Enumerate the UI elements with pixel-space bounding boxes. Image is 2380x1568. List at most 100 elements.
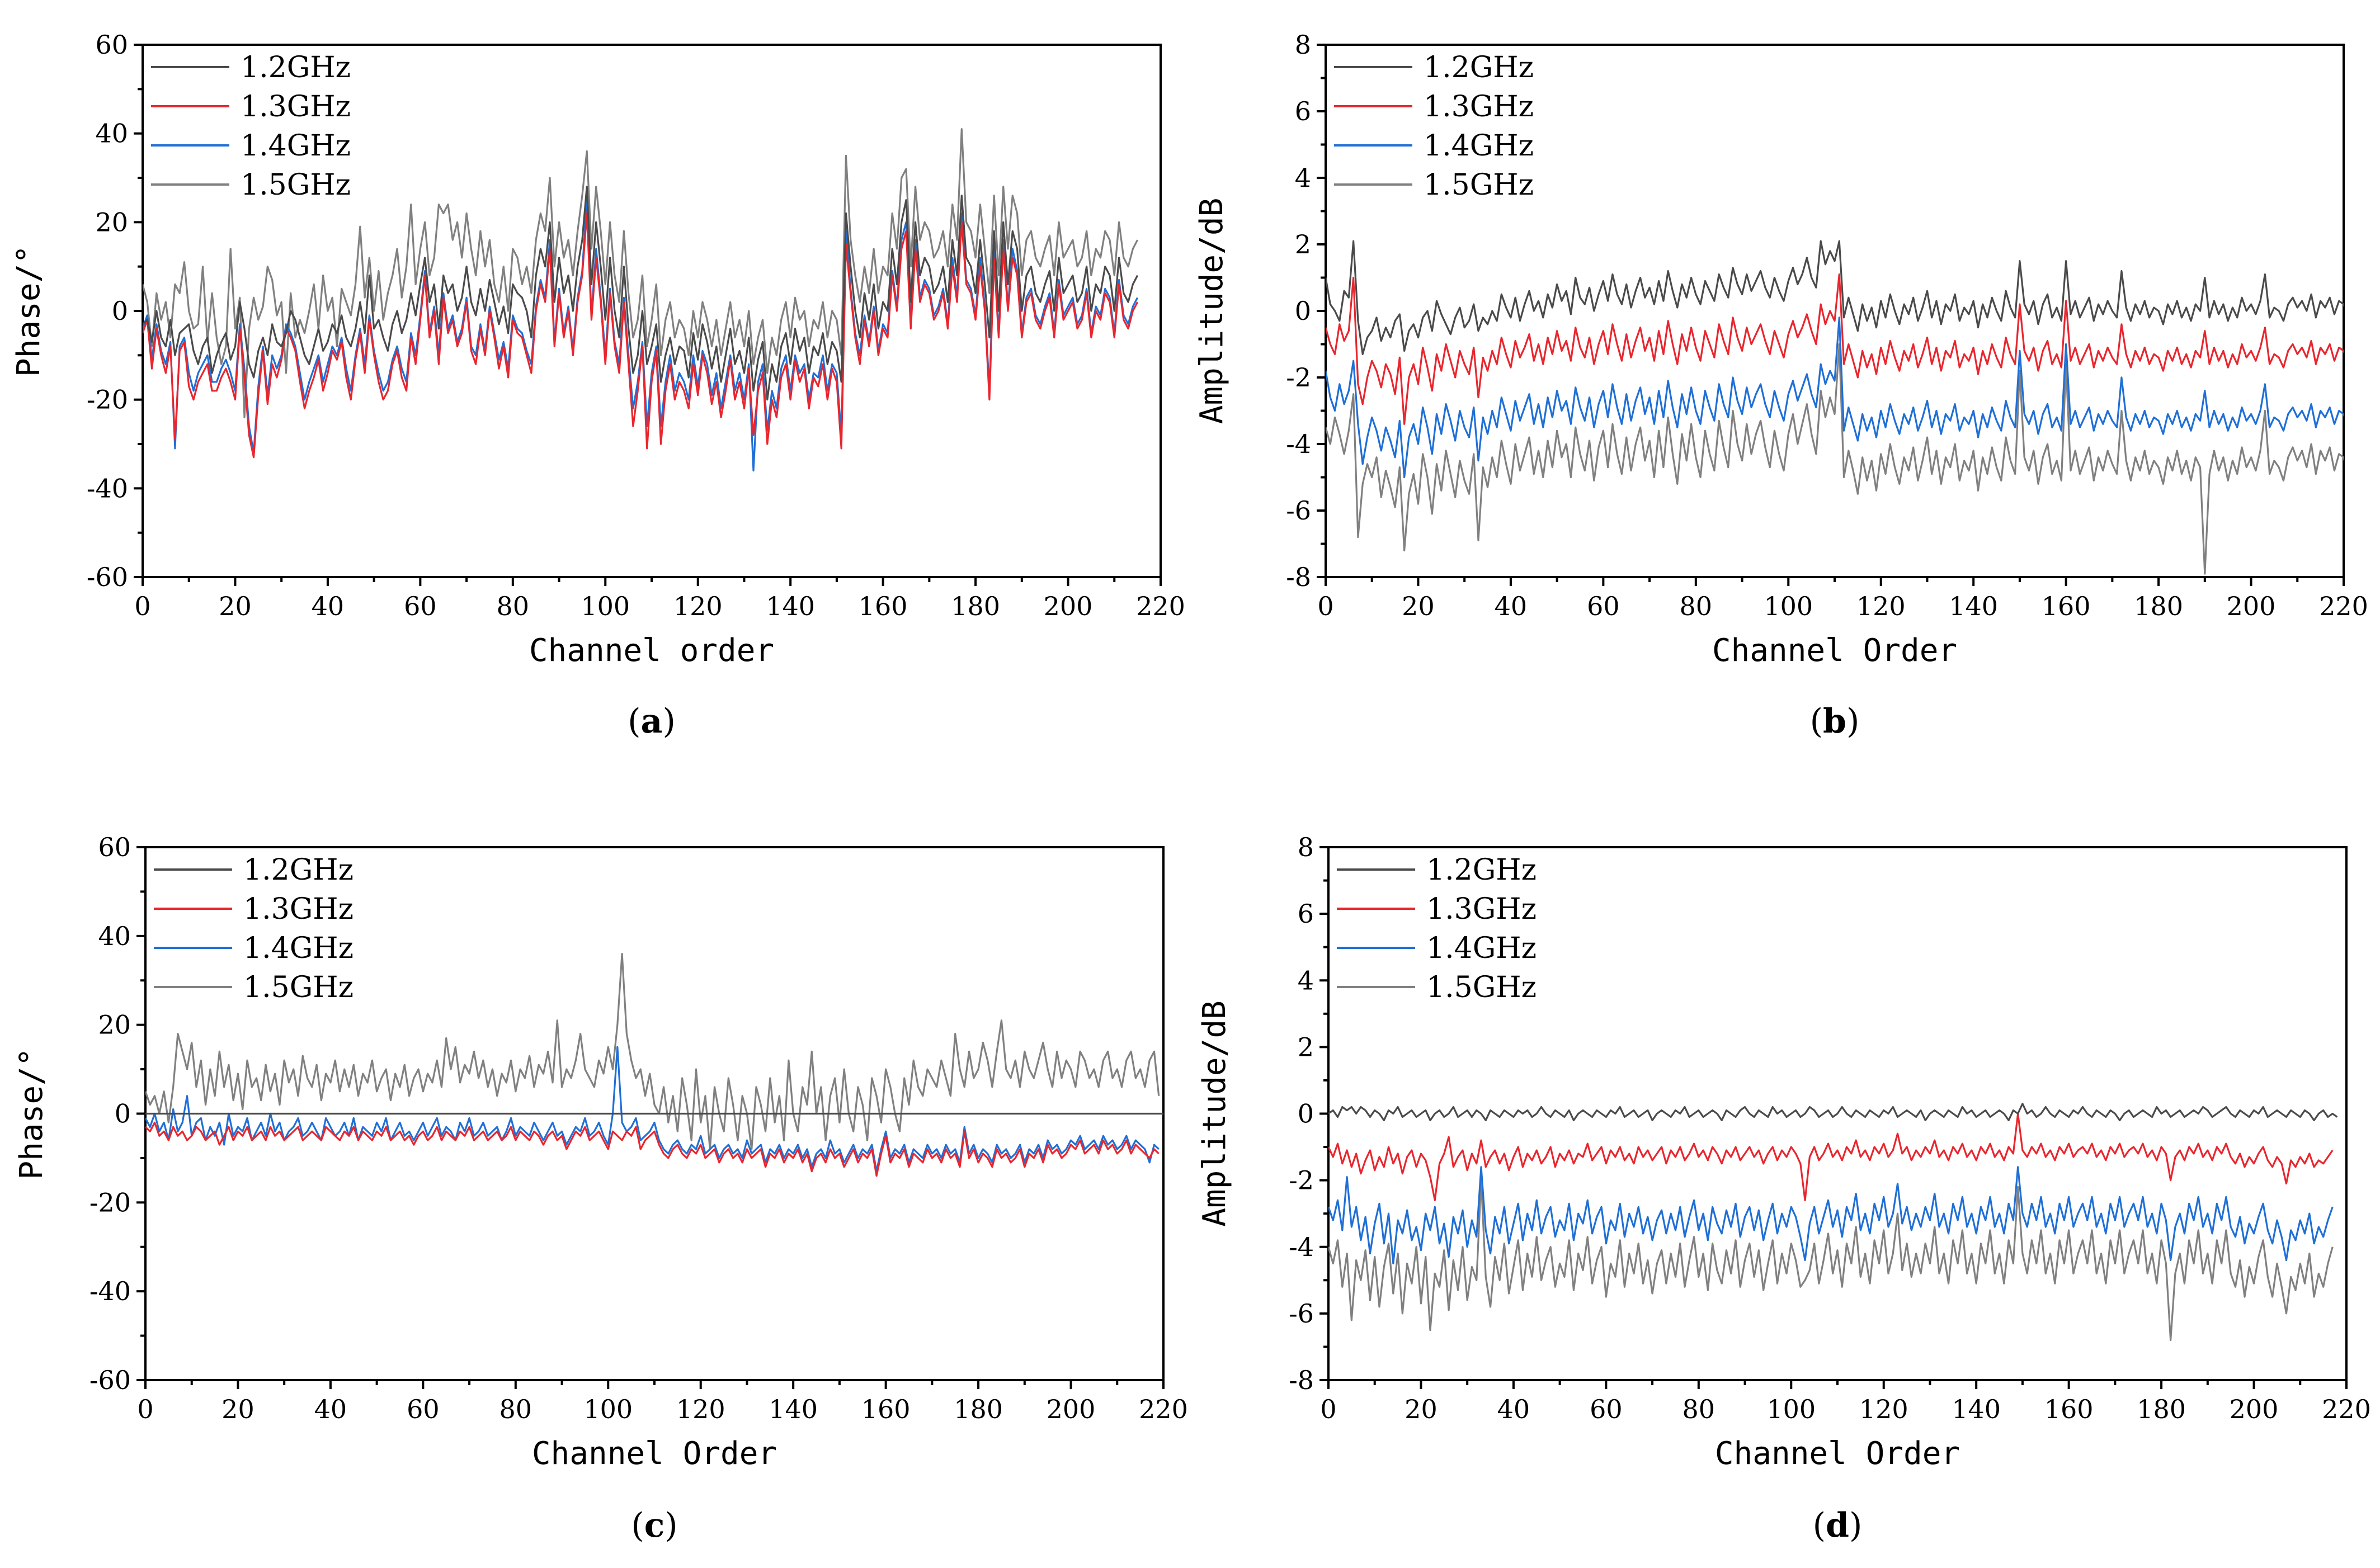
x-tick-label: 20 — [1405, 1394, 1438, 1424]
x-tick-label: 80 — [499, 1394, 532, 1424]
x-axis-title: Channel order — [529, 632, 774, 669]
x-tick-label: 0 — [134, 591, 150, 621]
series-line-1-5GHz — [145, 952, 1160, 1150]
x-tick-label: 20 — [219, 591, 252, 621]
series-group — [1328, 1103, 2338, 1342]
y-tick-label: 2 — [1295, 229, 1311, 259]
legend-label: 1.2GHz — [1424, 51, 1534, 84]
x-tick-label: 100 — [583, 1394, 633, 1424]
x-tick-label: 160 — [2044, 1394, 2094, 1424]
legend-label: 1.2GHz — [243, 853, 354, 887]
x-tick-label: 180 — [2134, 591, 2183, 621]
legend-label: 1.2GHz — [241, 51, 351, 84]
legend-label: 1.4GHz — [243, 932, 354, 965]
panel-caption: (a) — [628, 702, 676, 741]
x-tick-label: 100 — [1766, 1394, 1816, 1424]
series-line-1-2GHz — [1326, 240, 2344, 355]
x-tick-label: 120 — [676, 1394, 725, 1424]
y-tick-label: -40 — [87, 473, 128, 503]
y-tick-label: 0 — [115, 1099, 131, 1129]
x-tick-label: 40 — [314, 1394, 347, 1424]
legend-label: 1.2GHz — [1426, 853, 1537, 887]
x-tick-label: 180 — [2137, 1394, 2186, 1424]
y-tick-label: 0 — [1295, 296, 1311, 326]
series-line-1-5GHz — [1328, 1179, 2334, 1342]
y-tick-label: 8 — [1295, 30, 1311, 60]
x-axis-title: Channel Order — [532, 1435, 777, 1472]
x-tick-label: 140 — [1952, 1394, 2001, 1424]
y-tick-label: 40 — [95, 119, 128, 149]
series-line-1-3GHz — [1326, 273, 2344, 425]
panel-caption: (d) — [1813, 1506, 1863, 1545]
x-tick-label: 140 — [1949, 591, 1998, 621]
y-tick-label: -6 — [1289, 1298, 1314, 1329]
legend-label: 1.3GHz — [241, 90, 351, 124]
x-tick-label: 40 — [1495, 591, 1528, 621]
y-axis-title: Phase/° — [11, 245, 47, 377]
legend-label: 1.3GHz — [243, 892, 354, 926]
x-tick-label: 200 — [2227, 591, 2276, 621]
x-tick-label: 60 — [404, 591, 437, 621]
x-tick-label: 60 — [1590, 1394, 1623, 1424]
y-tick-label: -6 — [1286, 495, 1311, 526]
x-tick-label: 160 — [2042, 591, 2091, 621]
x-tick-label: 140 — [766, 591, 815, 621]
legend-label: 1.5GHz — [1426, 971, 1537, 1004]
x-axis-title: Channel Order — [1715, 1435, 1960, 1472]
y-tick-label: 8 — [1298, 832, 1314, 862]
chart-panel-c: 0 20 40 60 80 100 120 140 160 180 200 220 -60 -40 -20 0… — [13, 832, 1188, 1545]
x-tick-label: 220 — [1136, 591, 1185, 621]
series-line-1-4GHz — [1326, 317, 2344, 479]
y-tick-label: -8 — [1286, 562, 1311, 592]
x-tick-label: 120 — [1856, 591, 1906, 621]
legend-label: 1.5GHz — [241, 168, 351, 202]
series-line-1-3GHz — [143, 212, 1139, 459]
x-tick-label: 0 — [137, 1394, 153, 1424]
x-tick-label: 160 — [859, 591, 908, 621]
y-tick-label: -20 — [89, 1187, 131, 1217]
x-tick-label: 200 — [1044, 591, 1093, 621]
y-tick-label: -8 — [1289, 1365, 1314, 1395]
y-tick-label: -60 — [89, 1365, 131, 1395]
series-line-1-2GHz — [1328, 1103, 2338, 1122]
x-tick-label: 140 — [769, 1394, 818, 1424]
chart-panel-a: 0 20 40 60 80 100 120 140 160 180 200 220 -60 -40 -20 0… — [11, 30, 1185, 741]
y-tick-label: -4 — [1286, 429, 1311, 459]
y-tick-label: 2 — [1298, 1032, 1314, 1062]
legend-label: 1.4GHz — [241, 129, 351, 163]
y-tick-label: 6 — [1295, 96, 1311, 126]
legend-label: 1.4GHz — [1424, 129, 1534, 163]
panel-caption: (b) — [1810, 702, 1860, 741]
x-tick-label: 100 — [1764, 591, 1813, 621]
panel-caption: (c) — [631, 1506, 677, 1545]
x-tick-label: 0 — [1317, 591, 1333, 621]
x-tick-label: 200 — [1047, 1394, 1096, 1424]
series-line-1-2GHz — [143, 186, 1139, 401]
series-line-1-4GHz — [145, 1046, 1160, 1173]
legend-label: 1.3GHz — [1424, 90, 1534, 124]
x-axis-title: Channel Order — [1712, 632, 1957, 669]
series-line-1-4GHz — [1328, 1166, 2334, 1265]
y-tick-label: -2 — [1289, 1165, 1314, 1196]
y-tick-label: -4 — [1289, 1232, 1314, 1262]
legend-label: 1.4GHz — [1426, 932, 1537, 965]
x-tick-label: 120 — [1859, 1394, 1908, 1424]
series-group — [145, 952, 1163, 1177]
y-axis-title: Phase/° — [13, 1047, 50, 1179]
series-line-1-3GHz — [1328, 1112, 2334, 1201]
y-tick-label: 0 — [112, 296, 128, 326]
x-tick-label: 200 — [2230, 1394, 2279, 1424]
x-tick-label: 100 — [581, 591, 630, 621]
x-tick-label: 220 — [1139, 1394, 1188, 1424]
legend-label: 1.3GHz — [1426, 892, 1537, 926]
y-tick-label: -2 — [1286, 362, 1311, 393]
x-tick-label: 0 — [1320, 1394, 1336, 1424]
x-tick-label: 160 — [861, 1394, 911, 1424]
x-tick-label: 80 — [1683, 1394, 1716, 1424]
y-tick-label: -40 — [89, 1276, 131, 1306]
x-tick-label: 80 — [497, 591, 530, 621]
legend-label: 1.5GHz — [243, 971, 354, 1004]
x-tick-label: 80 — [1680, 591, 1713, 621]
plot-frame — [1325, 44, 2345, 578]
